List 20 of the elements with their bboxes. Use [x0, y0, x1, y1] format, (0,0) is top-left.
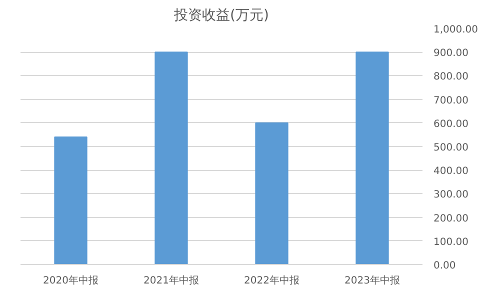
bar	[154, 52, 188, 264]
x-tick-label: 2022年中报	[244, 274, 300, 286]
y-tick-label: 0.00	[434, 260, 456, 272]
y-tick-label: 300.00	[434, 190, 468, 201]
y-tick-label: 1,000.00	[434, 24, 478, 36]
y-tick-label: 800.00	[434, 72, 468, 83]
bar	[54, 136, 88, 264]
x-tick-label: 2020年中报	[43, 274, 98, 286]
chart-title: 投资收益(万元)	[173, 8, 269, 24]
y-tick-label: 200.00	[434, 213, 468, 224]
y-tick-label: 500.00	[434, 142, 468, 154]
x-tick-label: 2021年中报	[144, 274, 199, 286]
y-tick-label: 100.00	[434, 236, 468, 248]
y-tick-label: 700.00	[434, 95, 468, 106]
y-tick-label: 900.00	[434, 48, 468, 60]
y-tick-label: 600.00	[434, 118, 468, 130]
y-tick-label: 400.00	[434, 166, 468, 178]
bar	[356, 52, 389, 264]
x-tick-label: 2023年中报	[344, 274, 400, 286]
bar	[255, 122, 288, 264]
